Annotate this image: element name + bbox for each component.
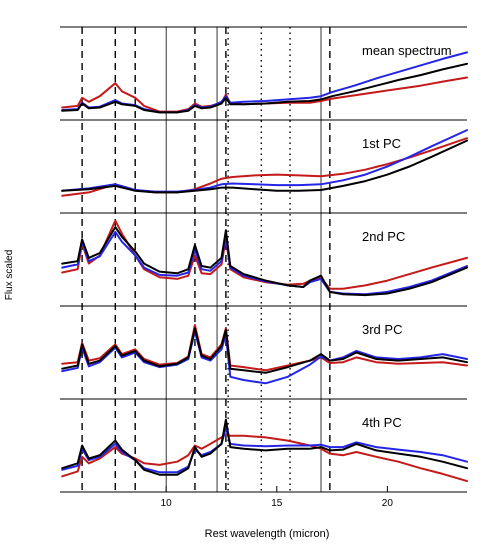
spectrum-line-blue-panel-1 bbox=[61, 51, 468, 114]
x-tick-label: 10 bbox=[161, 498, 173, 509]
spectrum-line-black-panel-2 bbox=[61, 139, 468, 194]
panel-label: 2nd PC bbox=[362, 229, 405, 244]
spectrum-line-black-panel-4 bbox=[61, 327, 468, 374]
x-axis-title: Rest wavelength (micron) bbox=[205, 528, 330, 540]
spectrum-line-red-panel-5 bbox=[61, 433, 468, 483]
panel-label: mean spectrum bbox=[362, 43, 452, 58]
spectrum-line-blue-panel-2 bbox=[61, 129, 468, 193]
panel-label: 4th PC bbox=[362, 415, 402, 430]
spectrum-line-black-panel-3 bbox=[61, 226, 468, 297]
x-tick-label: 15 bbox=[271, 498, 283, 509]
x-tick-label: 20 bbox=[382, 498, 394, 509]
spectrum-line-red-panel-4 bbox=[61, 324, 468, 372]
spectrum-line-black-panel-1 bbox=[61, 62, 468, 114]
y-axis-title: Flux scaled bbox=[4, 250, 15, 301]
spectrum-line-red-panel-3 bbox=[61, 219, 468, 290]
spectrum-line-red-panel-1 bbox=[61, 76, 468, 113]
spectrum-line-blue-panel-3 bbox=[61, 231, 468, 296]
spectrum-line-blue-panel-4 bbox=[61, 330, 468, 385]
spectrum-line-black-panel-5 bbox=[61, 418, 468, 476]
series-layer bbox=[61, 51, 468, 483]
reference-lines bbox=[81, 27, 331, 492]
panel-labels: mean spectrum 1st PC 2nd PC 3rd PC 4th PC bbox=[362, 43, 452, 430]
panel-label: 3rd PC bbox=[362, 322, 402, 337]
plot-frame bbox=[60, 26, 467, 493]
x-axis-ticks: 10 15 20 bbox=[161, 486, 394, 509]
panel-label: 1st PC bbox=[362, 136, 401, 151]
